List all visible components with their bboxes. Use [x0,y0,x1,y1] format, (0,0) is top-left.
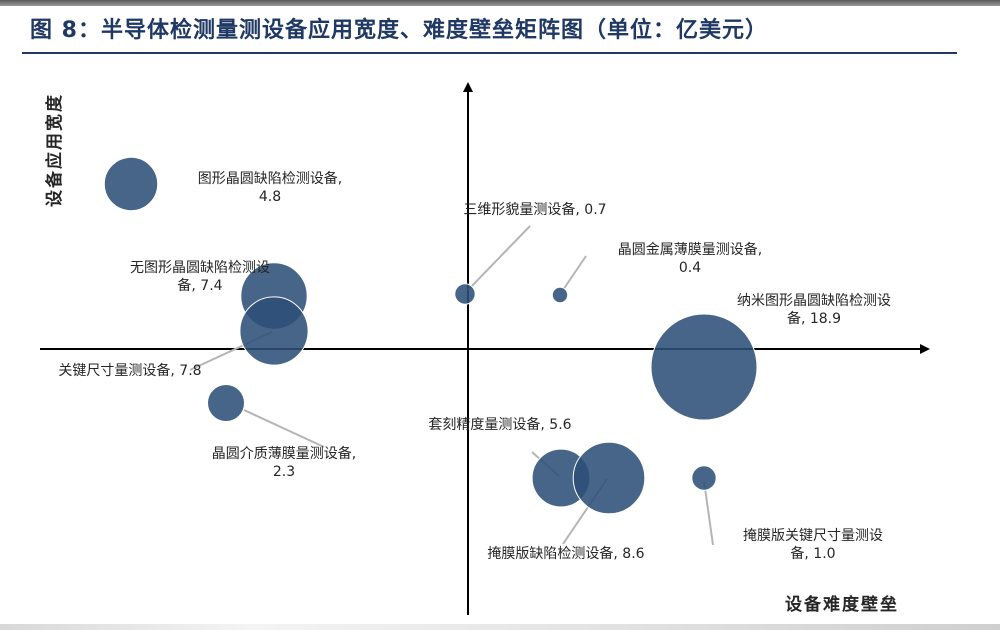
bubble-point [691,465,717,491]
y-axis-title: 设备应用宽度 [44,93,65,207]
bubble-labels: 图形晶圆缺陷检测设备, 4.8 无图形晶圆缺陷检测设备, 7.4 关键尺寸量测设备, … [58,170,891,562]
bubble-label: 关键尺寸量测设备, 7.8 [58,362,201,379]
bubble-label-line: 4.8 [259,189,281,205]
bubble-label-line: 备, 7.4 [177,277,222,294]
bubble-label-line: 备, 18.9 [787,310,841,327]
bubble-label-line: 关键尺寸量测设备, 7.8 [58,362,201,379]
x-axis-title: 设备难度壁垒 [785,594,899,615]
bubble-point [454,283,476,305]
bubble-label-line: 晶圆金属薄膜量测设备, [618,241,762,258]
bubbles [103,156,758,515]
chart-title: 图 8：半导体检测量测设备应用宽度、难度壁垒矩阵图（单位：亿美元） [30,18,768,43]
bubble-label: 纳米图形晶圆缺陷检测设备, 18.9 [737,293,891,327]
bubble-label-line: 2.3 [273,464,295,480]
bubble-label-line: 0.4 [679,260,701,276]
bubble-label-line: 掩膜版缺陷检测设备, 8.6 [487,545,644,562]
bubble-label-line: 套刻精度量测设备, 5.6 [428,416,571,433]
bubble-point [650,313,758,421]
bubble-label: 晶圆金属薄膜量测设备, 0.4 [618,241,762,276]
bubble-label: 掩膜版缺陷检测设备, 8.6 [487,545,644,562]
bubble-label: 图形晶圆缺陷检测设备, 4.8 [198,170,342,205]
bubble-point [103,156,159,212]
bubble-label: 无图形晶圆缺陷检测设备, 7.4 [130,260,270,294]
bubble-point [239,296,309,366]
footer-line [0,624,1000,630]
leader-line [467,225,531,291]
bubble-point [207,384,245,422]
leader-line [703,480,714,546]
bubble-point [551,286,569,304]
bubble-label-line: 备, 1.0 [790,545,835,562]
top-strip [0,0,1000,6]
bubble-label-line: 晶圆介质薄膜量测设备, [212,445,356,462]
bubble-label: 三维形貌量测设备, 0.7 [463,201,606,218]
bubble-label-line: 纳米图形晶圆缺陷检测设 [737,293,891,309]
leader-line [562,255,587,291]
bubble-label-line: 掩膜版关键尺寸量测设 [743,528,883,544]
bubble-label: 套刻精度量测设备, 5.6 [428,416,571,433]
bubble-label-line: 无图形晶圆缺陷检测设 [130,260,270,276]
bubble-label: 晶圆介质薄膜量测设备, 2.3 [212,445,356,480]
leader-line [243,409,325,448]
bubble-label-line: 三维形貌量测设备, 0.7 [463,201,606,218]
bubble-label: 掩膜版关键尺寸量测设备, 1.0 [743,528,883,562]
bubble-label-line: 图形晶圆缺陷检测设备, [198,170,342,187]
bubble-point [572,441,646,515]
title-rule [22,52,957,54]
